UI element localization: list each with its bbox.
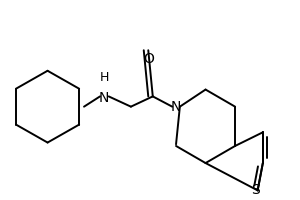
Text: S: S: [251, 183, 260, 197]
Text: N: N: [171, 100, 181, 114]
Text: H: H: [100, 71, 109, 84]
Text: N: N: [99, 91, 110, 105]
Text: O: O: [143, 52, 154, 66]
